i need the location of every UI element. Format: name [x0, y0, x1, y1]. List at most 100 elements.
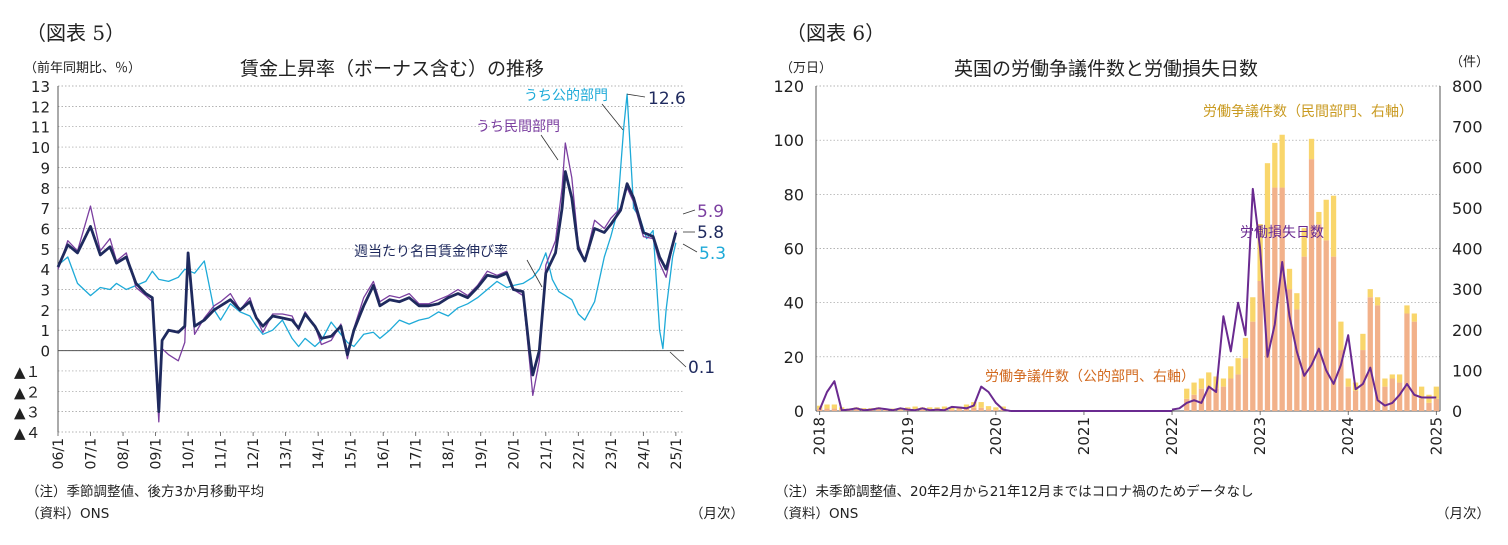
y-tick-label-right: 300 — [1452, 280, 1483, 299]
y-tick-label-right: 500 — [1452, 199, 1483, 218]
series-lines-5 — [56, 93, 678, 423]
leader-line — [627, 93, 646, 98]
source-6: （資料）ONS — [775, 506, 858, 522]
bar-private — [1294, 293, 1300, 310]
bar-public — [1352, 390, 1359, 411]
bar-public — [978, 407, 984, 411]
bar-public — [993, 409, 999, 411]
bar-private — [1360, 333, 1366, 351]
x-tick-label: 18/1 — [441, 438, 457, 469]
x-tick-label: 21/1 — [539, 438, 555, 469]
bar-public — [1220, 386, 1227, 411]
bar-private — [941, 406, 948, 410]
bar-public — [1242, 358, 1249, 411]
chart-wage-growth: （図表 5） 賃金上昇率（ボーナス含む）の推移 （前年同期比、％） ▲４ ▲３ ▲２… — [14, 21, 744, 522]
bar-public — [1330, 256, 1337, 411]
leader-line — [601, 103, 624, 131]
note-6: （注）未季節調整値、20年2月から21年12月まではコロナ禍のためデータなし — [775, 483, 1254, 500]
x-tick-label: 15/1 — [344, 438, 360, 469]
x-tick-label: 23/1 — [604, 438, 620, 469]
y-tick-label-right: 100 — [1452, 361, 1483, 380]
bar-private — [1330, 195, 1337, 257]
y-tick-label: 4 — [40, 261, 50, 279]
bar-private — [897, 408, 904, 411]
annotation-lost-days: 労働損失日数 — [1240, 225, 1324, 241]
y-tick-label-right: 700 — [1452, 118, 1483, 137]
bar-private — [1374, 297, 1381, 306]
bar-private — [1301, 228, 1307, 257]
x-tick-label: 09/1 — [149, 438, 165, 469]
bar-public — [1345, 386, 1351, 411]
leader-line — [526, 259, 543, 288]
bar-private — [949, 407, 955, 410]
bar-public — [1426, 402, 1432, 411]
bar-public — [875, 409, 882, 411]
end-label-private: 5.9 — [697, 202, 724, 222]
y-tick-label: 0 — [40, 343, 50, 361]
bar-public — [1228, 378, 1234, 411]
x-tick-label: 06/1 — [51, 438, 67, 469]
x-tick-label: 2022 — [1163, 417, 1181, 455]
bar-private — [1184, 388, 1190, 399]
annotation-public-low: 0.1 — [688, 358, 715, 378]
x-tick-label: 17/1 — [409, 438, 425, 469]
bar-private — [1404, 305, 1410, 314]
bar-private — [1308, 138, 1315, 160]
y-tick-label: 3 — [40, 282, 50, 300]
bar-public — [1404, 313, 1410, 411]
bar-private — [985, 406, 992, 410]
leader-line — [682, 209, 696, 215]
y-tick-label-left: 40 — [784, 294, 804, 313]
bar-public — [1286, 289, 1293, 411]
bar-public — [853, 409, 860, 411]
y-tick-label: 8 — [40, 180, 50, 198]
bar-public — [963, 408, 970, 411]
y-tick-label: 11 — [31, 119, 50, 137]
bar-public — [1235, 374, 1241, 411]
annotation-public-disputes: 労働争議件数（公的部門、右軸） — [985, 368, 1195, 385]
y-tick-label: 10 — [31, 139, 50, 157]
end-label-public-latest: 5.3 — [699, 244, 726, 264]
y-tick-label: ▲１ — [14, 363, 41, 381]
bar-private — [927, 407, 933, 410]
bar-private — [1323, 199, 1329, 241]
grid-5 — [57, 85, 684, 433]
bar-public — [1396, 382, 1403, 411]
figure-label-6: （図表 6） — [786, 21, 885, 45]
x-tick-label: 07/1 — [84, 438, 100, 469]
bar-public — [1257, 281, 1263, 411]
x-axis-label-5: （月次） — [690, 506, 744, 522]
end-label-total: 5.8 — [697, 223, 724, 243]
bar-private — [978, 402, 984, 408]
y-tick-label: 5 — [40, 241, 50, 259]
x-tick-label: 2024 — [1339, 417, 1357, 455]
series-line — [56, 170, 678, 413]
bar-public — [1433, 398, 1439, 411]
bar-public — [1250, 321, 1256, 411]
y-tick-label: 7 — [40, 200, 50, 218]
bar-public — [1264, 236, 1271, 411]
y-tick-label-left: 60 — [784, 240, 804, 259]
bar-private — [993, 407, 999, 410]
bar-private — [1198, 378, 1205, 389]
bar-public — [956, 409, 962, 411]
bar-private — [1389, 374, 1395, 379]
y-ticks-6: 0 20 40 60 80 100 120 0 100 200 300 400 500 600 700 800 — [773, 77, 1482, 421]
bar-private — [1250, 297, 1256, 322]
x-tick-label: 2023 — [1251, 417, 1269, 455]
bar-public — [1419, 398, 1425, 411]
y-tick-label: 1 — [40, 322, 50, 340]
y-tick-label-right: 200 — [1452, 321, 1483, 340]
chart-title-6: 英国の労働争議件数と労働損失日数 — [954, 58, 1258, 80]
x-tick-label: 12/1 — [246, 438, 262, 469]
bar-private — [1316, 211, 1322, 225]
y-tick-label-right: 600 — [1452, 158, 1483, 177]
bar-private — [1367, 289, 1373, 298]
x-tick-label: 20/1 — [506, 438, 522, 469]
bar-public — [1301, 256, 1307, 411]
x-tick-label: 2019 — [899, 417, 917, 455]
x-tick-label: 08/1 — [116, 438, 132, 469]
end-label-public: 12.6 — [648, 89, 686, 109]
bar-public — [1389, 378, 1395, 411]
